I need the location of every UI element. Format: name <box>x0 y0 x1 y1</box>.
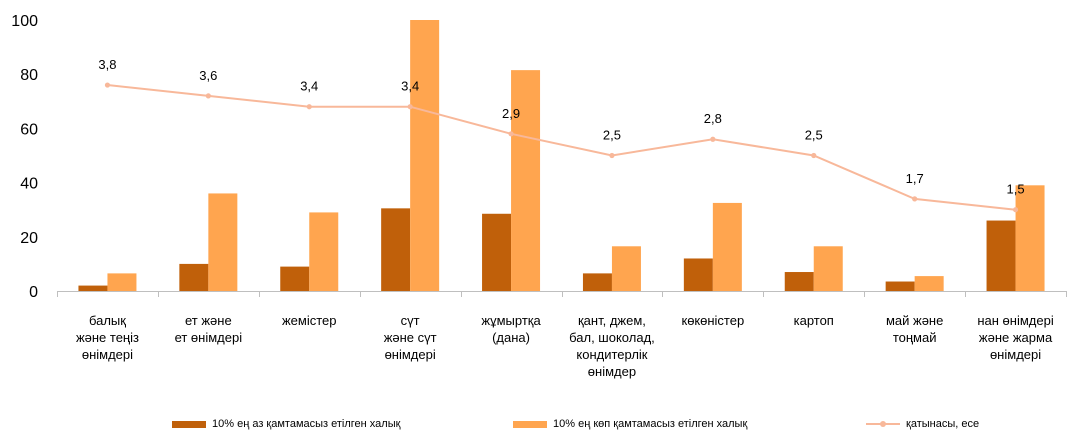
category-label: өнімдер <box>588 364 636 379</box>
ratio-data-label: 3,4 <box>300 79 318 94</box>
y-tick-label: 100 <box>11 13 38 30</box>
bar-low-income <box>885 281 915 291</box>
ratio-data-label: 3,4 <box>401 79 419 94</box>
y-tick-label: 40 <box>20 176 38 193</box>
ratio-data-label: 2,5 <box>603 128 621 143</box>
category-labels: балық және теңіз өнімдері ет және ет өнімдер… <box>76 313 1054 379</box>
category-label: май және <box>886 313 943 328</box>
ratio-point <box>912 196 918 202</box>
y-axis: 0 20 40 60 80 100 <box>11 13 38 301</box>
bar-high-income <box>511 70 541 291</box>
y-tick-label: 60 <box>20 121 38 138</box>
bar-high-income <box>611 246 641 291</box>
legend-label-high-income: 10% ең көп қамтамасыз етілген халық <box>553 418 748 430</box>
ratio-data-label: 3,8 <box>98 57 116 72</box>
legend-label-ratio: қатынасы, есе <box>906 418 980 430</box>
legend-label-low-income: 10% ең аз қамтамасыз етілген халық <box>212 418 401 430</box>
category-label: қант, джем, <box>578 313 646 328</box>
y-tick-label: 80 <box>20 67 38 84</box>
bar-low-income <box>381 208 411 291</box>
ratio-data-label: 3,6 <box>199 68 217 83</box>
category-label: көкөністер <box>682 313 745 328</box>
ratio-data-label: 2,9 <box>502 106 520 121</box>
bar-low-income <box>179 263 209 291</box>
bar-low-income <box>683 258 713 291</box>
legend-item-high-income: 10% ең көп қамтамасыз етілген халық <box>513 418 747 430</box>
bar-high-income <box>208 193 238 291</box>
y-tick-label: 0 <box>29 284 38 301</box>
category-label: және сүт <box>384 330 437 345</box>
category-label: балық <box>89 313 126 328</box>
bar-high-income <box>309 212 339 291</box>
ratio-data-label: 2,5 <box>805 128 823 143</box>
category-label: өнімдері <box>82 347 133 362</box>
x-axis <box>57 291 1067 297</box>
ratio-data-label: 2,8 <box>704 111 722 126</box>
ratio-line-path <box>107 84 1016 211</box>
category-label: ет өнімдері <box>175 330 243 345</box>
category-label: ет және <box>185 313 232 328</box>
bar-high-income <box>712 202 742 291</box>
bar-low-income <box>582 273 612 291</box>
bar-low-income <box>784 272 814 291</box>
bar-high-income <box>813 246 843 291</box>
ratio-data-label: 1,5 <box>1007 182 1025 197</box>
bar-low-income <box>986 220 1016 291</box>
bar-low-income <box>78 285 108 291</box>
legend-swatch-low-income <box>172 420 206 428</box>
legend-swatch-high-income <box>513 420 547 428</box>
chart: 0 20 40 60 80 100 3,8 3,6 3,4 3,4 2,9 2,5 2,8 2,5 1,7… <box>11 13 1067 379</box>
ratio-point <box>306 104 312 110</box>
ratio-line: 3,8 3,6 3,4 3,4 2,9 2,5 2,8 2,5 1,7 1,5 <box>98 57 1025 213</box>
ratio-point <box>407 104 413 110</box>
category-label: (дана) <box>492 330 530 345</box>
bars <box>78 20 1045 291</box>
bar-low-income <box>280 266 310 291</box>
ratio-point <box>1012 207 1019 213</box>
ratio-data-label: 1,7 <box>906 171 924 186</box>
category-label: картоп <box>794 313 834 328</box>
legend-swatch-ratio <box>866 421 900 427</box>
legend: 10% ең аз қамтамасыз етілген халық 10% е… <box>0 418 1072 434</box>
bar-low-income <box>482 213 512 291</box>
category-label: жұмыртқа <box>481 313 541 328</box>
category-label: өнімдері <box>385 347 436 362</box>
category-label: және теңіз <box>76 330 139 345</box>
category-label: бал, шоколад, <box>569 330 655 345</box>
category-label: өнімдері <box>990 347 1041 362</box>
ratio-point <box>609 152 615 159</box>
category-label: сүт <box>401 313 420 328</box>
ratio-point <box>508 131 514 137</box>
bar-high-income <box>1015 185 1045 291</box>
legend-item-low-income: 10% ең аз қамтамасыз етілген халық <box>172 418 400 430</box>
ratio-point <box>104 82 111 88</box>
category-label: жемістер <box>282 313 337 328</box>
ratio-point <box>811 152 817 159</box>
bar-high-income <box>914 276 944 291</box>
ratio-point <box>205 93 211 99</box>
category-label: кондитерлік <box>576 347 647 362</box>
legend-item-ratio: қатынасы, есе <box>866 418 979 430</box>
bar-high-income <box>107 273 137 291</box>
y-tick-label: 20 <box>20 230 38 247</box>
category-label: және жарма <box>979 330 1053 345</box>
category-label: нан өнімдері <box>977 313 1053 328</box>
category-label: тоңмай <box>893 330 937 345</box>
ratio-point <box>710 136 716 142</box>
bar-high-income <box>410 20 440 291</box>
